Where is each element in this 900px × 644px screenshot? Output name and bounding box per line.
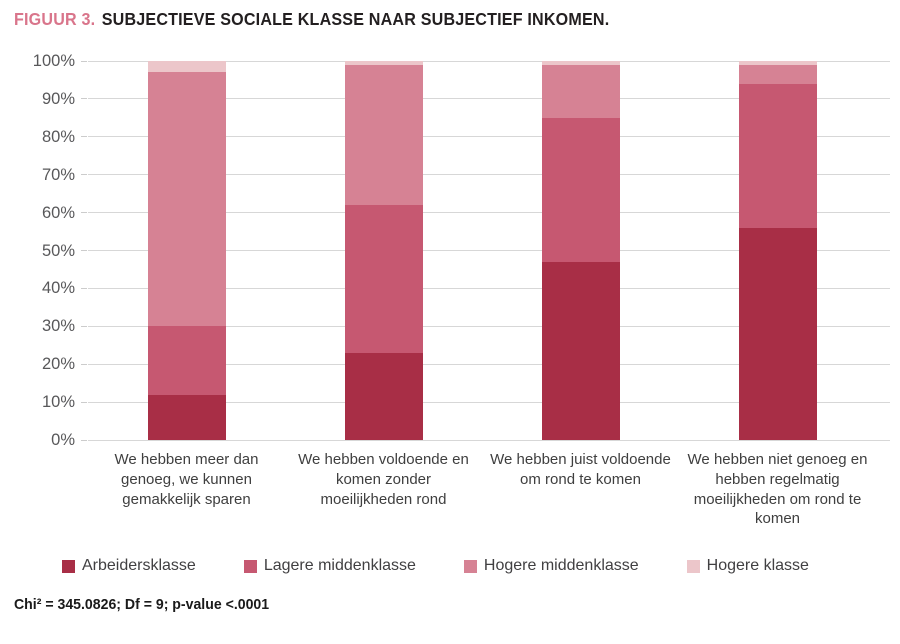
legend: Arbeidersklasse Lagere middenklasse Hogere… (62, 557, 880, 575)
gridline-40% (88, 287, 890, 289)
y-axis-label-70%: 70% (41, 165, 75, 184)
legend-swatch-hogere-middenklasse (463, 559, 477, 573)
y-axis-label-80%: 80% (41, 127, 75, 146)
gridline-100% (88, 60, 890, 62)
stacked-bar-3 (541, 61, 620, 440)
legend-item-hogere-klasse: Hogere klasse (686, 557, 809, 575)
y-axis-label-50%: 50% (41, 241, 75, 260)
gridline-0% (88, 439, 890, 441)
gridline-50% (88, 250, 890, 251)
y-axis-label-40%: 40% (41, 279, 75, 298)
gridline-70% (88, 174, 890, 176)
y-axis-tick-90% (81, 98, 87, 100)
bar-segment-hogere-middenklasse (738, 64, 817, 84)
legend-item-hogere-middenklasse: Hogere middenklasse (463, 557, 639, 575)
bar-segment-lagere-middenklasse (738, 83, 817, 228)
bar-slot-4 (679, 61, 876, 440)
y-axis-label-30%: 30% (41, 317, 75, 336)
bar-segment-hogere-middenklasse (541, 64, 620, 118)
bar-segment-hogere-klasse (344, 61, 423, 65)
y-axis-label-10%: 10% (41, 393, 75, 412)
bar-segment-hogere-klasse (147, 61, 226, 73)
bar-segment-hogere-klasse (738, 61, 817, 65)
bar-segment-lagere-middenklasse (541, 117, 620, 262)
legend-label-lagere-middenklasse: Lagere middenklasse (263, 557, 416, 574)
bar-segment-lagere-middenklasse (147, 326, 226, 395)
y-axis-tick-20% (81, 363, 87, 365)
x-axis-label-3: We hebben juist voldoende om rond te kom… (490, 451, 671, 488)
plot-area: 0% 10% 20% 30% 40% 50% 60% 70% 80% 90% 100% (33, 52, 890, 449)
figure-number: FIGUUR 3. (14, 9, 96, 29)
y-axis-tick-60% (81, 212, 87, 214)
gridline-30% (88, 325, 890, 327)
y-axis-tick-40% (81, 287, 87, 289)
bar-segment-hogere-klasse (541, 61, 620, 65)
bar-slot-3 (482, 61, 679, 440)
bar-segment-arbeidersklasse (738, 227, 817, 440)
figure-title: FIGUUR 3. SUBJECTIEVE SOCIALE KLASSE NAAR… (14, 9, 609, 30)
legend-item-lagere-middenklasse: Lagere middenklasse (243, 557, 416, 575)
x-axis-labels: We hebben meer dan genoeg, we kunnen gem… (88, 450, 876, 529)
gridline-20% (88, 363, 890, 365)
gridline-60% (88, 212, 890, 214)
bar-segment-hogere-middenklasse (344, 64, 423, 206)
y-axis-tick-10% (81, 401, 87, 403)
y-axis-label-90%: 90% (41, 89, 75, 108)
y-axis-label-60%: 60% (41, 203, 75, 222)
gridline-90% (88, 98, 890, 100)
y-axis-tick-80% (81, 136, 87, 138)
legend-label-hogere-middenklasse: Hogere middenklasse (483, 557, 639, 574)
y-axis-tick-50% (81, 250, 87, 251)
bar-segment-lagere-middenklasse (344, 205, 423, 353)
legend-swatch-lagere-middenklasse (243, 559, 257, 573)
bar-slot-1 (88, 61, 285, 440)
x-axis-label-4: We hebben niet genoeg en hebben regelmat… (687, 451, 868, 528)
legend-item-arbeidersklasse: Arbeidersklasse (62, 557, 196, 575)
bar-segment-hogere-middenklasse (147, 72, 226, 327)
legend-label-arbeidersklasse: Arbeidersklasse (82, 557, 196, 574)
stats-footnote: Chi² = 345.0826; Df = 9; p-value <.0001 (14, 596, 270, 613)
figure-title-text: SUBJECTIEVE SOCIALE KLASSE NAAR SUBJECTI… (101, 9, 610, 29)
bar-segment-arbeidersklasse (147, 394, 226, 440)
y-axis-label-0%: 0% (51, 431, 75, 449)
x-axis-label-1: We hebben meer dan genoeg, we kunnen gem… (114, 451, 259, 508)
legend-label-hogere-klasse: Hogere klasse (706, 557, 809, 574)
bar-slot-2 (285, 61, 482, 440)
stacked-bar-4 (738, 61, 817, 440)
y-axis-tick-100% (81, 60, 87, 62)
stacked-bar-2 (344, 61, 423, 440)
legend-swatch-arbeidersklasse (62, 559, 75, 573)
gridline-10% (88, 401, 890, 403)
y-axis-tick-0% (81, 439, 87, 441)
legend-swatch-hogere-klasse (686, 559, 700, 573)
bar-segment-arbeidersklasse (541, 261, 620, 440)
y-axis-label-100%: 100% (32, 52, 75, 70)
gridline-80% (88, 136, 890, 138)
stacked-bar-1 (147, 61, 226, 440)
x-axis-label-2: We hebben voldoende en komen zonder moei… (298, 451, 469, 508)
y-axis-label-20%: 20% (41, 355, 75, 374)
bars-row (88, 61, 876, 440)
y-axis-tick-30% (81, 325, 87, 327)
y-axis-tick-70% (81, 174, 87, 176)
bar-segment-arbeidersklasse (344, 352, 423, 440)
